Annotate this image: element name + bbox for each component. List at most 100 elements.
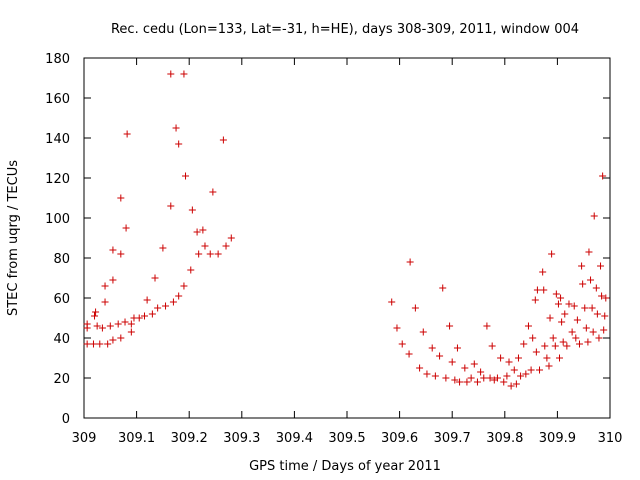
x-axis: 309 309.1 309.2 309.3 309.4 309.5 309.6 309.7 30… [72, 58, 622, 446]
data-point [556, 354, 564, 362]
data-point [486, 374, 494, 382]
data-point [595, 334, 603, 342]
data-point [520, 340, 528, 348]
data-point [522, 370, 530, 378]
x-tick-label: 309.5 [328, 431, 365, 446]
data-point [206, 250, 214, 258]
data-point [581, 304, 589, 312]
data-point [106, 322, 114, 330]
data-point [551, 342, 559, 350]
data-points [83, 70, 610, 390]
data-point [135, 314, 143, 322]
data-point [561, 310, 569, 318]
y-tick-label: 120 [45, 172, 70, 187]
data-point [175, 292, 183, 300]
data-point [209, 188, 217, 196]
data-point [104, 340, 112, 348]
plot-frame [83, 57, 611, 419]
data-point [446, 322, 454, 330]
data-point [590, 212, 598, 220]
data-point [453, 344, 461, 352]
data-point [488, 342, 496, 350]
data-point [589, 328, 597, 336]
data-point [599, 172, 607, 180]
data-point [568, 328, 576, 336]
data-point [439, 284, 447, 292]
y-tick-label: 180 [45, 52, 70, 67]
data-point [533, 286, 541, 294]
data-point [180, 70, 188, 78]
data-point [592, 284, 600, 292]
data-point [529, 334, 537, 342]
data-point [148, 310, 156, 318]
data-point [109, 336, 117, 344]
data-point [91, 312, 99, 320]
data-point [187, 266, 195, 274]
data-point [416, 364, 424, 372]
data-point [463, 378, 471, 386]
data-point [570, 302, 578, 310]
data-point [127, 328, 135, 336]
data-point [98, 324, 106, 332]
x-tick-label: 309.3 [223, 431, 260, 446]
data-point [167, 202, 175, 210]
data-point [154, 304, 162, 312]
data-point [199, 226, 207, 234]
data-point [140, 312, 148, 320]
data-point [461, 364, 469, 372]
data-point [500, 378, 508, 386]
data-point [96, 340, 104, 348]
data-point [162, 302, 170, 310]
data-point [227, 234, 235, 242]
data-point [558, 318, 566, 326]
y-tick-label: 40 [53, 332, 70, 347]
x-axis-label: GPS time / Days of year 2011 [249, 459, 441, 474]
data-point [540, 286, 548, 294]
data-point [470, 360, 478, 368]
data-point [117, 250, 125, 258]
y-tick-label: 100 [45, 212, 70, 227]
data-point [127, 320, 135, 328]
data-point [101, 282, 109, 290]
data-point [406, 258, 414, 266]
data-point [428, 344, 436, 352]
data-point [83, 320, 91, 328]
data-point [477, 368, 485, 376]
data-point [214, 250, 222, 258]
data-point [597, 262, 605, 270]
data-point [543, 354, 551, 362]
data-point [467, 374, 475, 382]
data-point [117, 194, 125, 202]
data-point [524, 322, 532, 330]
data-point [514, 354, 522, 362]
data-point [493, 374, 501, 382]
data-point [600, 326, 608, 334]
data-point [503, 372, 511, 380]
data-point [123, 130, 131, 138]
data-point [545, 362, 553, 370]
data-point [182, 172, 190, 180]
x-tick-label: 309.7 [434, 431, 471, 446]
y-axis: 0 20 40 60 80 100 120 140 160 180 [45, 52, 610, 427]
data-point [575, 340, 583, 348]
data-point [601, 312, 609, 320]
data-point [83, 340, 91, 348]
data-point [411, 304, 419, 312]
y-axis-label: STEC from uqrg / TECUs [6, 160, 21, 316]
data-point [92, 308, 100, 316]
x-tick-label: 309.9 [539, 431, 576, 446]
data-point [546, 314, 554, 322]
y-tick-label: 140 [45, 132, 70, 147]
data-point [180, 282, 188, 290]
data-point [573, 316, 581, 324]
data-point [109, 246, 117, 254]
x-tick-label: 309.8 [486, 431, 523, 446]
data-point [483, 322, 491, 330]
data-point [572, 334, 580, 342]
data-point [405, 350, 413, 358]
data-point [584, 338, 592, 346]
data-point [536, 366, 544, 374]
x-tick-label: 309.1 [118, 431, 155, 446]
data-point [473, 378, 481, 386]
